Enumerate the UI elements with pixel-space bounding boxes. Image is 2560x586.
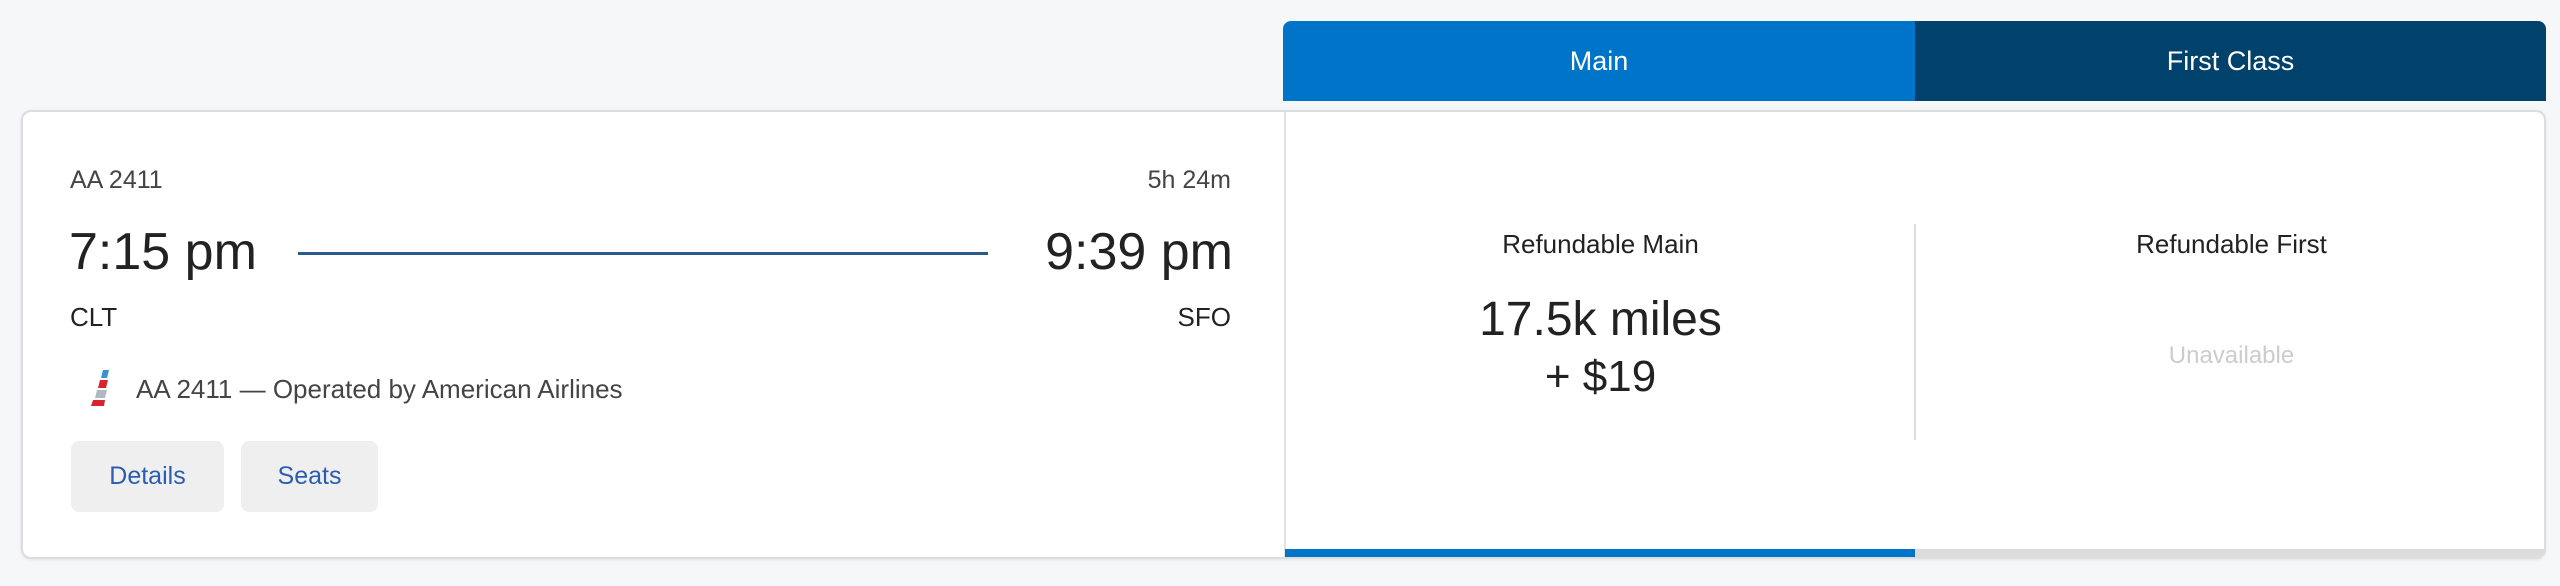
fare-cash: + $19 <box>1544 352 1657 401</box>
details-button[interactable]: Details <box>71 441 224 512</box>
tab-first-class-label: First Class <box>2166 45 2295 76</box>
route-line <box>298 252 988 255</box>
depart-time: 7:15 pm <box>69 223 257 281</box>
destination-airport: SFO <box>1177 302 1231 332</box>
american-airlines-tail-icon <box>91 370 109 406</box>
operated-by: AA 2411 — Operated by American Airlines <box>136 374 623 404</box>
origin-airport: CLT <box>70 302 118 332</box>
fare-status: Unavailable <box>2168 342 2295 369</box>
tab-first-class[interactable]: First Class <box>1915 21 2546 101</box>
fare-name: Refundable First <box>2136 229 2327 259</box>
fare-miles: 17.5k miles <box>1479 293 1722 346</box>
tab-main[interactable]: Main <box>1283 21 1915 101</box>
fare-divider <box>1914 224 1916 440</box>
tab-main-label: Main <box>1569 45 1629 76</box>
flight-duration: 5h 24m <box>1147 166 1231 194</box>
flight-number: AA 2411 <box>70 166 163 194</box>
arrive-time: 9:39 pm <box>1045 223 1233 281</box>
main-indicator-bar <box>1285 549 1915 557</box>
section-divider <box>1284 112 1286 557</box>
seats-button[interactable]: Seats <box>241 441 378 512</box>
flight-card: AA 2411 5h 24m 7:15 pm 9:39 pm CLT SFO A… <box>21 110 2546 559</box>
fare-name: Refundable Main <box>1502 229 1699 259</box>
first-indicator-bar <box>1915 549 2544 557</box>
